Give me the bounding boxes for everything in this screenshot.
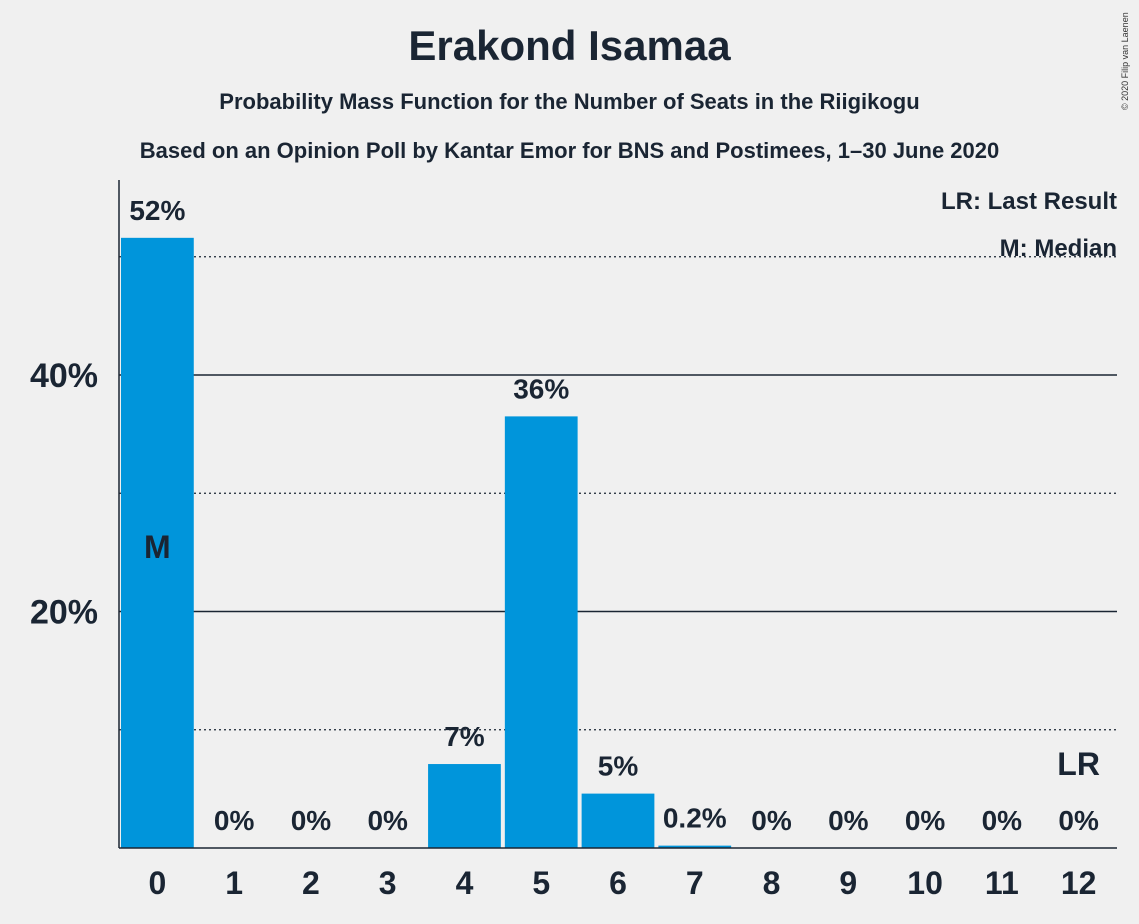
data-label: 7% [444, 721, 485, 752]
x-tick-label: 12 [1061, 865, 1097, 901]
data-label: 0% [751, 805, 792, 836]
bar-layer [121, 237, 732, 848]
x-tick-label: 3 [379, 865, 397, 901]
x-tick-label: 0 [148, 865, 166, 901]
y-tick-label: 40% [30, 357, 98, 395]
legend-last-result: LR: Last Result [941, 188, 1117, 215]
x-tick-label: 5 [532, 865, 550, 901]
bar [504, 416, 578, 848]
x-tick-label: 6 [609, 865, 627, 901]
x-tick-label: 8 [763, 865, 781, 901]
median-marker: M [144, 529, 171, 565]
x-tick-label: 10 [907, 865, 943, 901]
bar [121, 237, 194, 848]
chart-subtitle: Probability Mass Function for the Number… [219, 89, 920, 114]
x-tick-label: 4 [456, 865, 474, 901]
y-tick-label: 20% [30, 594, 98, 632]
data-label: 52% [129, 195, 185, 226]
x-tick-label: 1 [225, 865, 243, 901]
data-label: 36% [513, 373, 569, 404]
data-label: 0% [291, 805, 332, 836]
data-label: 0% [1058, 805, 1099, 836]
data-label: 0% [367, 805, 408, 836]
last-result-marker: LR [1057, 746, 1100, 782]
label-layer: 20%40%52%00%10%20%37%436%55%60.2%70%80%9… [30, 195, 1100, 901]
data-label: 0% [214, 805, 255, 836]
chart-title: Erakond Isamaa [408, 22, 731, 69]
data-label: 0.2% [663, 803, 727, 834]
legend-median: M: Median [1000, 235, 1117, 262]
data-label: 0% [905, 805, 946, 836]
x-tick-label: 2 [302, 865, 320, 901]
grid-layer [119, 256, 1117, 731]
x-tick-label: 7 [686, 865, 704, 901]
data-label: 0% [982, 805, 1023, 836]
data-label: 0% [828, 805, 869, 836]
x-tick-label: 11 [985, 865, 1019, 901]
data-label: 5% [598, 751, 639, 782]
bar [658, 845, 732, 848]
x-tick-label: 9 [839, 865, 857, 901]
chart-source-subtitle: Based on an Opinion Poll by Kantar Emor … [139, 138, 1000, 163]
bar [581, 793, 655, 848]
bar [428, 764, 501, 848]
